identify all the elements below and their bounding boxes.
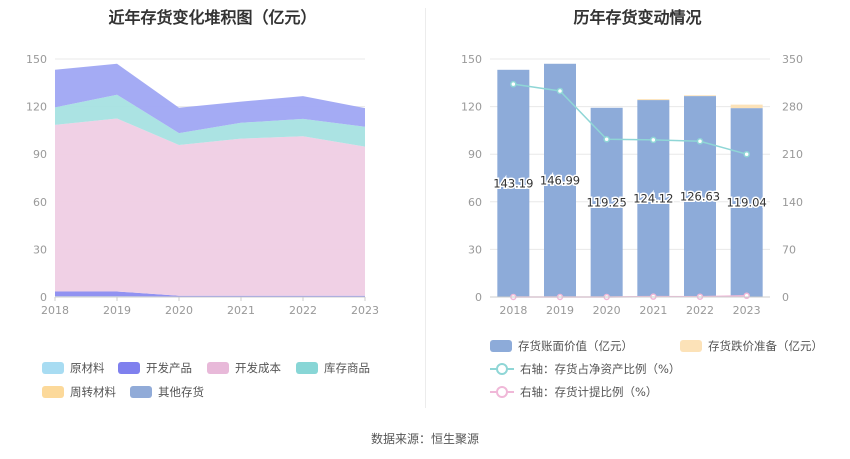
line-ratio-point (698, 139, 703, 144)
legend-item[interactable]: 存货账面价值（亿元） (490, 338, 633, 354)
y-right-tick-label: 70 (782, 243, 796, 256)
legend-swatch (296, 362, 318, 374)
bar-line-chart-panel: 历年存货变动情况 0 30 60 90 120 150 0 70 140 210 280 350 143… (425, 0, 850, 410)
x-tick-label: 2023 (733, 304, 761, 317)
legend-item[interactable]: 开发成本 (207, 360, 281, 376)
y-left-tick-label: 30 (468, 243, 482, 256)
y-right-tick-label: 350 (782, 53, 803, 66)
line-ratio-point (744, 152, 749, 157)
bar-data-label: 146.99 (540, 173, 580, 187)
bar-data-label: 119.04 (727, 196, 767, 210)
legend-label: 周转材料 (70, 384, 116, 400)
x-tick-label: 2020 (593, 304, 621, 317)
bar-provision (731, 105, 763, 108)
legend-swatch (207, 362, 229, 374)
legend-item[interactable]: 开发产品 (118, 360, 192, 376)
y-left-tick-label: 90 (468, 148, 482, 161)
legend-item[interactable]: 库存商品 (296, 360, 370, 376)
line-ratio-point (651, 137, 656, 142)
line-ratio-point (604, 137, 609, 142)
y-left-tick-label: 0 (475, 291, 482, 304)
legend-swatch (130, 386, 152, 398)
bar-line-chart: 0 30 60 90 120 150 0 70 140 210 280 350 143.19 146.99… (425, 0, 850, 330)
y-right-tick-label: 0 (782, 291, 789, 304)
legend-swatch (490, 385, 514, 399)
legend-label: 开发成本 (235, 360, 281, 376)
legend-label: 原材料 (70, 360, 105, 376)
y-right-tick-label: 210 (782, 148, 803, 161)
legend-label: 开发产品 (146, 360, 192, 376)
x-tick-label: 2022 (686, 304, 714, 317)
legend-swatch (680, 340, 702, 352)
line-provision-ratio-point (744, 293, 749, 298)
legend-item[interactable]: 其他存货 (130, 384, 204, 400)
legend-marker (496, 363, 508, 375)
legend-swatch (42, 362, 64, 374)
x-tick-label: 2020 (165, 304, 193, 317)
x-tick-label: 2019 (546, 304, 574, 317)
legend-label: 右轴：存货计提比例（%） (520, 384, 657, 400)
y-tick-label: 30 (33, 243, 47, 256)
y-left-tick-label: 60 (468, 196, 482, 209)
legend-swatch (42, 386, 64, 398)
legend-label: 存货跌价准备（亿元） (708, 338, 823, 354)
x-tick-label: 2021 (227, 304, 255, 317)
legend-item[interactable]: 周转材料 (42, 384, 116, 400)
x-tick-label: 2021 (639, 304, 667, 317)
line-ratio-point (511, 82, 516, 87)
legend-item[interactable]: 原材料 (42, 360, 105, 376)
x-tick-label: 2018 (41, 304, 69, 317)
x-tick-label: 2022 (289, 304, 317, 317)
area-band-2 (55, 119, 365, 296)
legend-swatch (118, 362, 140, 374)
legend-item[interactable]: 右轴：存货占净资产比例（%） (490, 361, 680, 377)
x-tick-label: 2023 (351, 304, 379, 317)
data-source-note: 数据来源：恒生聚源 (0, 430, 850, 447)
y-tick-label: 90 (33, 148, 47, 161)
y-tick-label: 60 (33, 196, 47, 209)
y-tick-label: 120 (26, 101, 47, 114)
bar-data-label: 143.19 (493, 176, 533, 190)
y-right-tick-label: 280 (782, 101, 803, 114)
bar-data-label: 126.63 (680, 190, 720, 204)
y-left-tick-label: 150 (461, 53, 482, 66)
legend-label: 其他存货 (158, 384, 204, 400)
legend-swatch (490, 340, 512, 352)
legend-item[interactable]: 存货跌价准备（亿元） (680, 338, 823, 354)
bar-provision (684, 95, 716, 96)
legend-label: 存货账面价值（亿元） (518, 338, 633, 354)
bar-data-label: 119.25 (587, 195, 627, 209)
legend-label: 库存商品 (324, 360, 370, 376)
legend-item[interactable]: 右轴：存货计提比例（%） (490, 384, 657, 400)
y-right-tick-label: 140 (782, 196, 803, 209)
y-tick-label: 150 (26, 53, 47, 66)
bar-provision (637, 99, 669, 100)
legend-swatch (490, 362, 514, 376)
x-tick-label: 2019 (103, 304, 131, 317)
stacked-area-chart: 0 30 60 90 120 150 2018 2019 2020 2021 2022 2023 (0, 0, 425, 330)
y-left-tick-label: 120 (461, 101, 482, 114)
x-tick-label: 2018 (499, 304, 527, 317)
bar-data-label: 124.12 (633, 192, 673, 206)
line-ratio-point (558, 88, 563, 93)
legend-marker (496, 386, 508, 398)
y-tick-label: 0 (40, 291, 47, 304)
stacked-area-chart-panel: 近年存货变化堆积图（亿元） 0 30 60 90 120 150 2018 2019 2020 2… (0, 0, 425, 410)
legend-label: 右轴：存货占净资产比例（%） (520, 361, 680, 377)
